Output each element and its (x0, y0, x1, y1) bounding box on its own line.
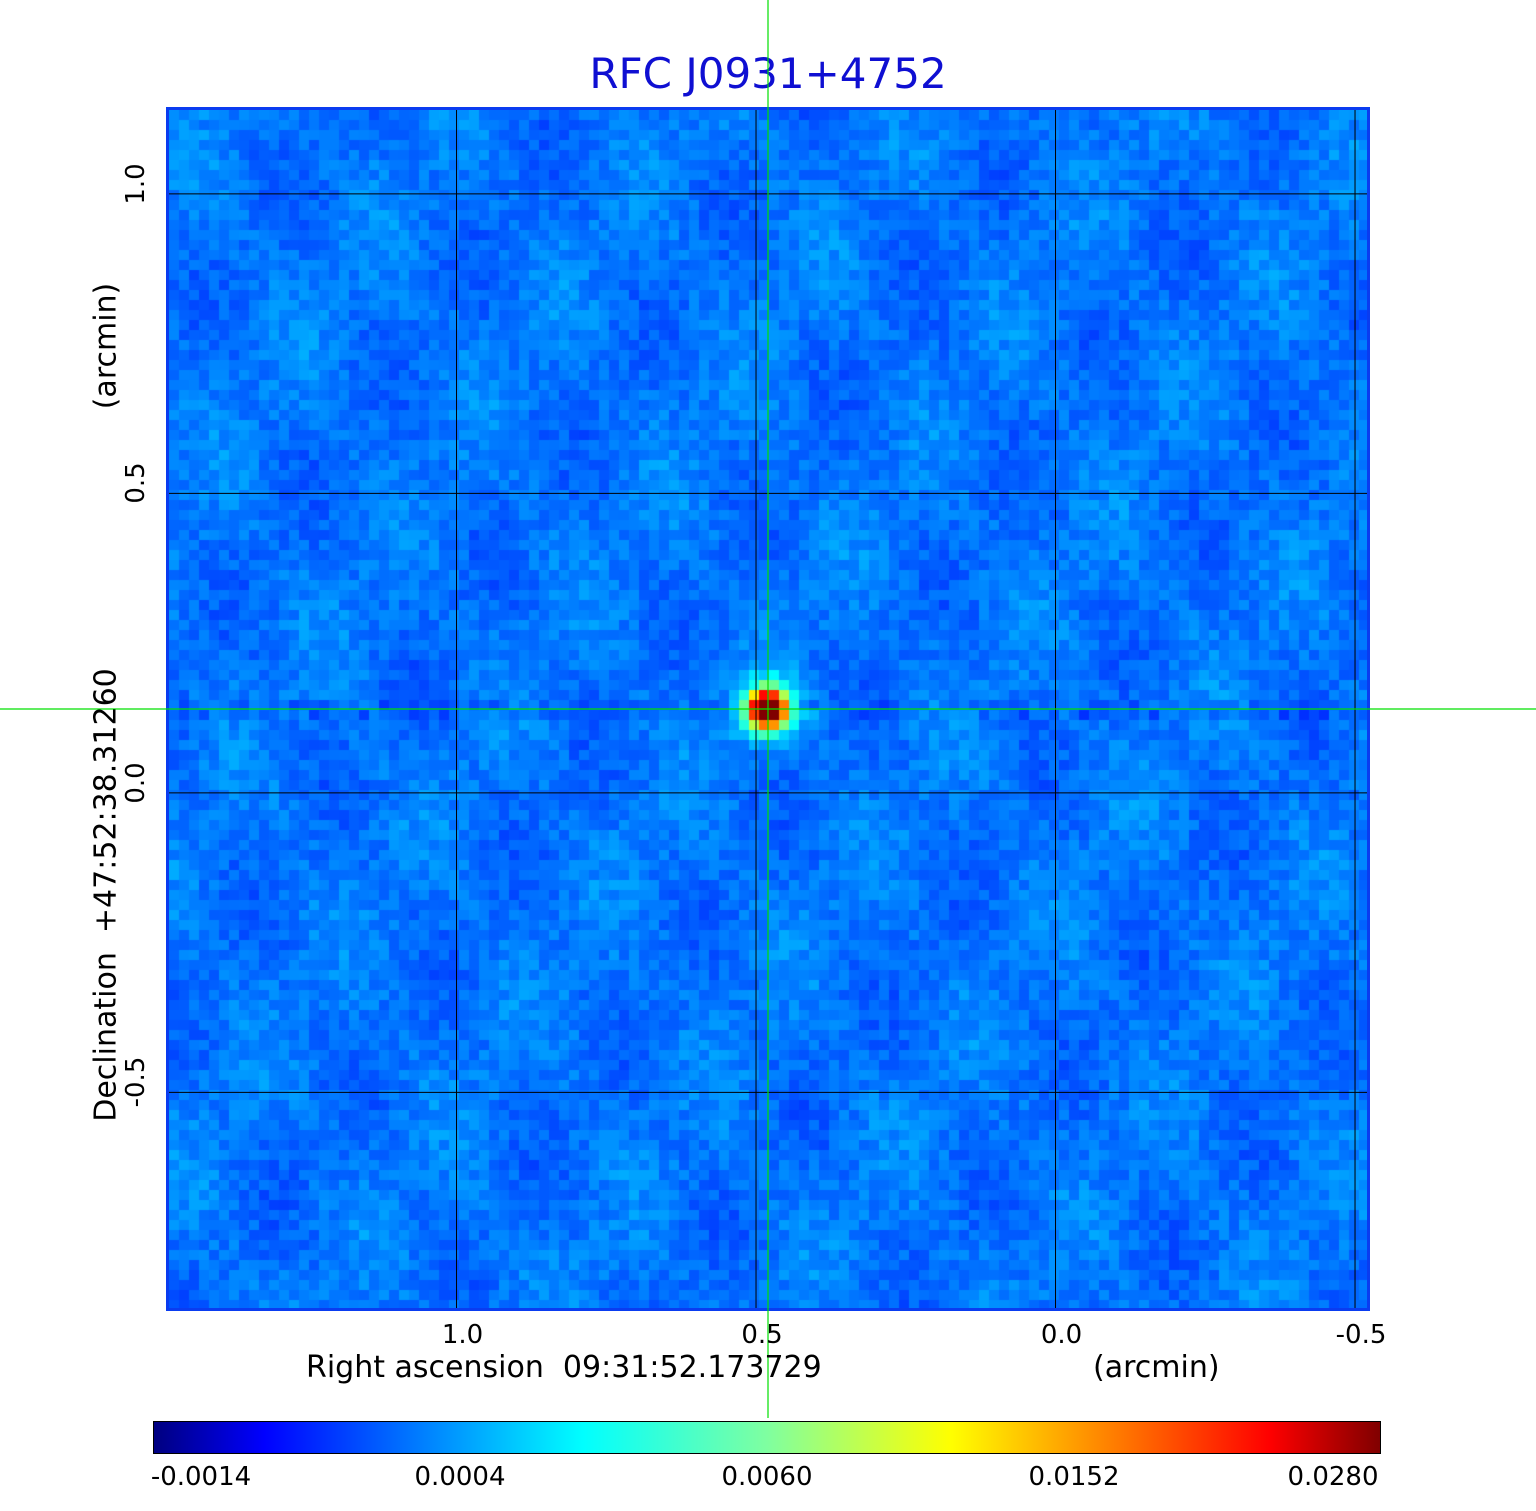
y-tick-label: 0.5 (121, 462, 151, 505)
x-tick-label: 0.5 (741, 1320, 783, 1350)
y-tick-label: 1.0 (121, 163, 151, 205)
x-tick-label: 1.0 (441, 1320, 484, 1350)
colorbar-tick-label: -0.0014 (150, 1462, 252, 1492)
y-axis-label: Declination +47:52:38.31260 (88, 668, 124, 1122)
colorbar-tick-label: 0.0004 (414, 1462, 506, 1492)
y-tick-label: 0.0 (121, 762, 151, 804)
y-axis-unit: (arcmin) (88, 282, 124, 410)
sky-map-plot[interactable] (166, 107, 1370, 1311)
x-axis-unit: (arcmin) (1093, 1350, 1220, 1385)
y-tick-label: -0.5 (121, 1056, 151, 1108)
colorbar-tick-label: 0.0280 (1287, 1462, 1379, 1492)
colorbar (153, 1421, 1381, 1454)
chart-title: RFC J0931+4752 (589, 49, 947, 98)
x-tick-label: 0.0 (1040, 1320, 1083, 1350)
x-axis-label: Right ascension 09:31:52.173729 (306, 1350, 822, 1385)
colorbar-tick-label: 0.0060 (721, 1462, 813, 1492)
colorbar-tick-label: 0.0152 (1028, 1462, 1120, 1492)
intensity-heatmap (169, 110, 1367, 1308)
x-tick-label: -0.5 (1335, 1320, 1387, 1350)
